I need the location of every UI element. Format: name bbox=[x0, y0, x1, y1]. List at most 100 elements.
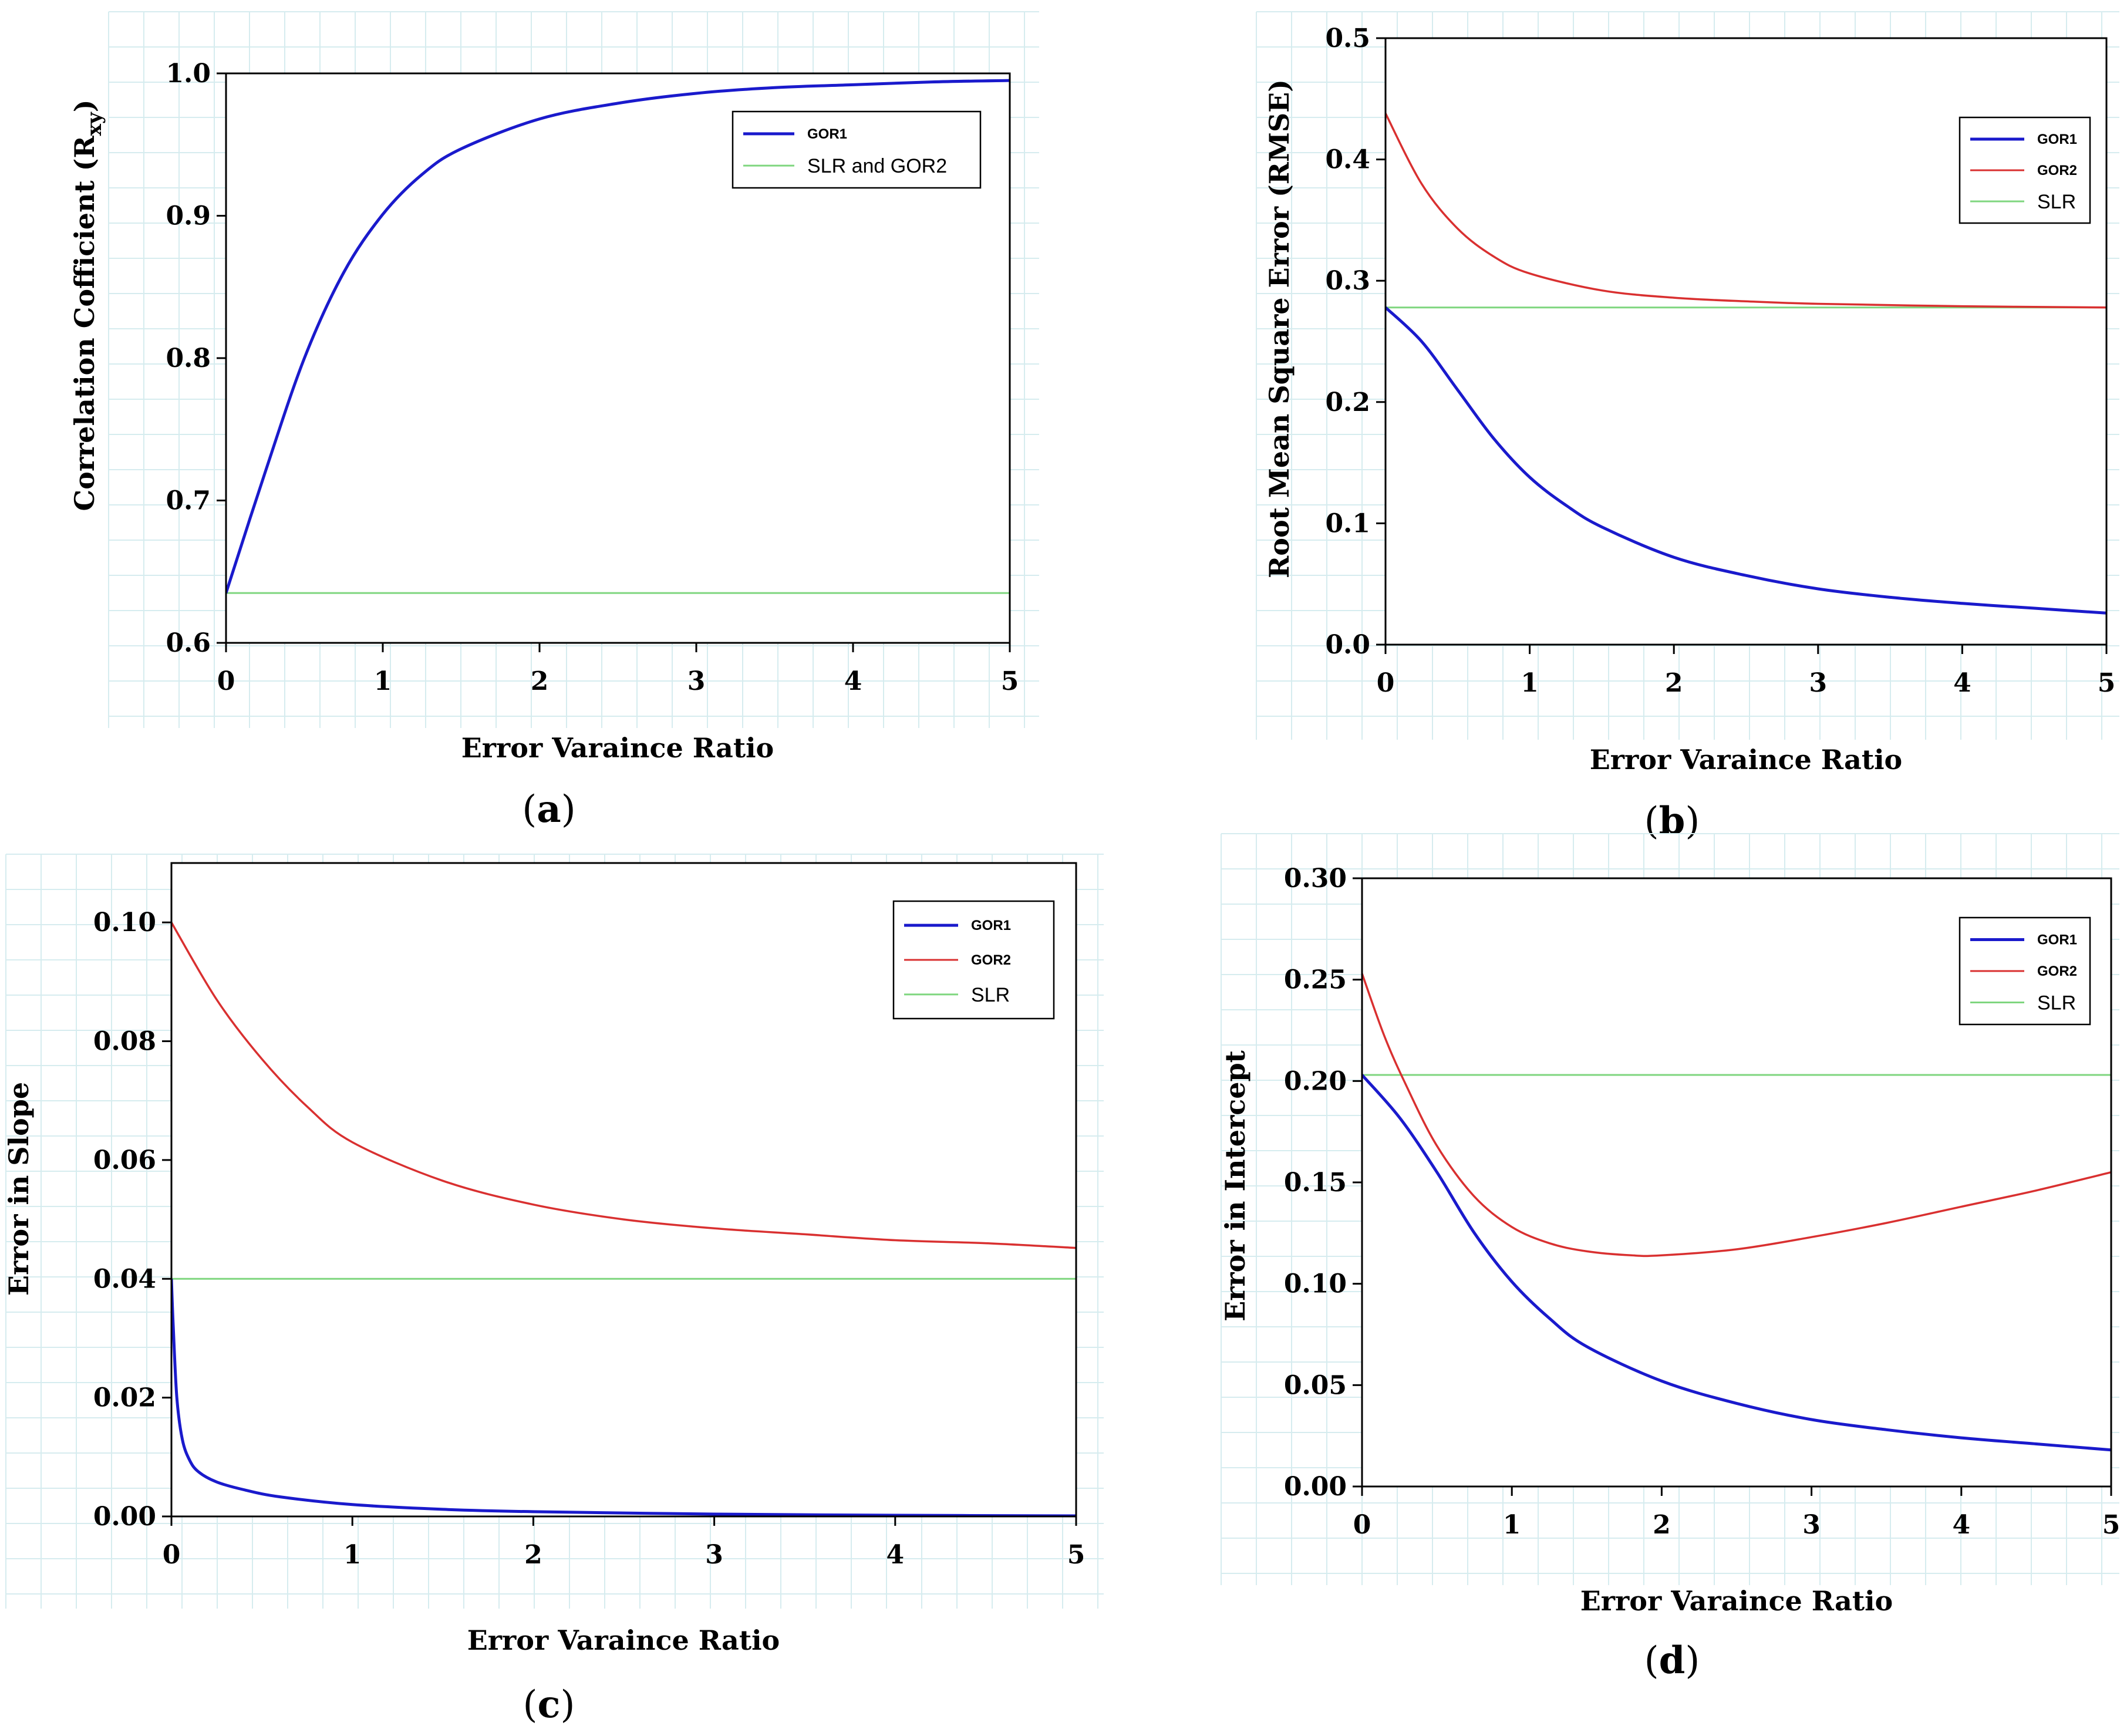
panel-label-open-paren: ( bbox=[1644, 800, 1659, 843]
x-tick-label: 1 bbox=[374, 666, 392, 696]
y-axis-title: Correlation Cofficient (Rxy) bbox=[69, 100, 106, 511]
legend-label-gor1: GOR1 bbox=[971, 918, 1011, 933]
y-tick-label: 0.15 bbox=[1284, 1168, 1347, 1198]
y-tick-label: 0.0 bbox=[1325, 630, 1370, 660]
y-tick-label: 0.05 bbox=[1284, 1370, 1347, 1400]
y-tick-label: 0.06 bbox=[93, 1145, 156, 1175]
x-tick-label: 5 bbox=[2102, 1510, 2121, 1540]
series-line-gor2 bbox=[171, 922, 1076, 1249]
chart-panel-c: 0.00 0.02 0.04 0.06 0.08 0.10 0 1 2 3 4 5 Error Vara… bbox=[3, 854, 1104, 1727]
x-tick-label: 0 bbox=[163, 1540, 181, 1570]
x-axis-title: Error Varaince Ratio bbox=[1580, 1585, 1893, 1617]
x-axis-title: Error Varaince Ratio bbox=[1590, 744, 1902, 776]
panel-label-close-paren: ) bbox=[1685, 1639, 1700, 1683]
x-axis-title: Error Varaince Ratio bbox=[467, 1624, 780, 1656]
y-tick-label: 0.20 bbox=[1284, 1066, 1347, 1096]
y-tick-label: 0.1 bbox=[1325, 508, 1370, 538]
x-tick-label: 3 bbox=[1802, 1510, 1821, 1540]
panel-label: (b) bbox=[1644, 799, 1700, 843]
legend-label-slr: SLR bbox=[971, 984, 1010, 1006]
x-tick-label: 5 bbox=[1067, 1540, 1086, 1570]
y-tick-label: 0.7 bbox=[166, 486, 211, 516]
series-group bbox=[226, 79, 1010, 594]
legend-label-gor2: GOR2 bbox=[2037, 963, 2077, 979]
x-tick-label: 0 bbox=[217, 666, 235, 696]
panel-label-open-paren: ( bbox=[1644, 1639, 1659, 1683]
legend-label-gor1: GOR1 bbox=[2037, 132, 2077, 147]
series-line-gor2 bbox=[1362, 973, 2111, 1258]
panel-label-letter: d bbox=[1659, 1639, 1686, 1683]
y-tick-label: 0.30 bbox=[1284, 864, 1347, 894]
x-tick-label: 2 bbox=[531, 666, 549, 696]
legend: GOR1 GOR2 SLR bbox=[1959, 916, 2091, 1026]
y-tick-label: 0.9 bbox=[166, 201, 211, 231]
panel-label: (d) bbox=[1644, 1639, 1700, 1683]
x-tick-label: 1 bbox=[1503, 1510, 1521, 1540]
y-axis-title-subscript: xy bbox=[83, 112, 106, 136]
y-tick-label: 0.10 bbox=[1284, 1269, 1347, 1299]
series-line-gor1 bbox=[1386, 306, 2106, 615]
series-line-gor2 bbox=[1386, 113, 2106, 309]
legend: GOR1 SLR and GOR2 bbox=[732, 110, 982, 189]
series-group bbox=[171, 922, 1076, 1516]
y-tick-label: 0.6 bbox=[166, 628, 211, 658]
y-tick-label: 0.3 bbox=[1325, 266, 1370, 296]
panel-label-open-paren: ( bbox=[522, 788, 537, 831]
panel-label-close-paren: ) bbox=[560, 1683, 575, 1727]
panel-label-close-paren: ) bbox=[1685, 800, 1700, 843]
y-axis-title: Root Mean Square Error (RMSE) bbox=[1263, 79, 1295, 578]
chart-panel-a: 0.6 0.7 0.8 0.9 1.0 0 1 2 3 4 5 Error Varaince Rati… bbox=[69, 11, 1039, 831]
series-line-gor1 bbox=[1362, 1074, 2111, 1452]
panel-label-close-paren: ) bbox=[561, 788, 576, 831]
panel-label-open-paren: ( bbox=[523, 1683, 538, 1727]
legend-label-slr: SLR bbox=[2037, 191, 2076, 213]
y-tick-label: 0.04 bbox=[93, 1264, 156, 1294]
legend: GOR1 GOR2 SLR bbox=[1959, 116, 2091, 224]
y-tick-label: 1.0 bbox=[166, 59, 211, 89]
plot-frame bbox=[1384, 37, 2108, 646]
x-tick-label: 0 bbox=[1377, 668, 1395, 698]
legend-box bbox=[732, 110, 982, 189]
legend-label-gor1: GOR1 bbox=[807, 126, 847, 142]
x-tick-label: 4 bbox=[886, 1540, 904, 1570]
y-tick-label: 0.00 bbox=[93, 1502, 156, 1532]
x-axis-title: Error Varaince Ratio bbox=[461, 732, 774, 764]
x-tick-label: 3 bbox=[1809, 668, 1827, 698]
y-tick-label: 0.4 bbox=[1325, 145, 1370, 175]
x-tick-label: 4 bbox=[844, 666, 862, 696]
x-tick-label: 5 bbox=[1001, 666, 1019, 696]
series-line-gor1 bbox=[226, 79, 1010, 594]
chart-panel-b: 0.0 0.1 0.2 0.3 0.4 0.5 0 1 2 3 4 5 Error Varaince R… bbox=[1256, 11, 2119, 843]
panel-label-letter: c bbox=[538, 1683, 561, 1727]
x-tick-label: 2 bbox=[1653, 1510, 1671, 1540]
chart-panel-d: 0.00 0.05 0.10 0.15 0.20 0.25 0.30 0 1 2 3 4 5 Error … bbox=[1219, 833, 2121, 1683]
panel-label-letter: a bbox=[537, 787, 561, 831]
y-tick-label: 0.5 bbox=[1325, 23, 1370, 53]
x-tick-label: 1 bbox=[1521, 668, 1539, 698]
y-tick-label: 0.8 bbox=[166, 343, 211, 373]
legend-label-slr-and-gor2: SLR and GOR2 bbox=[807, 155, 947, 177]
series-group bbox=[1362, 973, 2111, 1452]
y-axis-title-close: ) bbox=[69, 100, 100, 113]
x-tick-label: 5 bbox=[2098, 668, 2116, 698]
y-tick-label: 0.2 bbox=[1325, 387, 1370, 417]
y-tick-label: 0.00 bbox=[1284, 1472, 1347, 1502]
panel-label: (c) bbox=[523, 1683, 575, 1727]
y-tick-label: 0.08 bbox=[93, 1027, 156, 1057]
y-axis-title-main: Correlation Cofficient (R bbox=[69, 136, 100, 511]
x-tick-label: 2 bbox=[524, 1540, 542, 1570]
legend: GOR1 GOR2 SLR bbox=[892, 900, 1055, 1020]
series-line-gor1 bbox=[171, 1279, 1076, 1516]
y-axis-title: Error in Slope bbox=[3, 1082, 35, 1296]
legend-label-slr: SLR bbox=[2037, 992, 2076, 1014]
legend-label-gor1: GOR1 bbox=[2037, 932, 2077, 948]
series-group bbox=[1386, 113, 2106, 615]
y-tick-label: 0.02 bbox=[93, 1383, 156, 1413]
x-tick-label: 3 bbox=[687, 666, 706, 696]
y-tick-label: 0.25 bbox=[1284, 965, 1347, 995]
legend-label-gor2: GOR2 bbox=[971, 952, 1011, 968]
plot-frame bbox=[170, 862, 1077, 1518]
x-tick-label: 4 bbox=[1952, 1510, 1970, 1540]
